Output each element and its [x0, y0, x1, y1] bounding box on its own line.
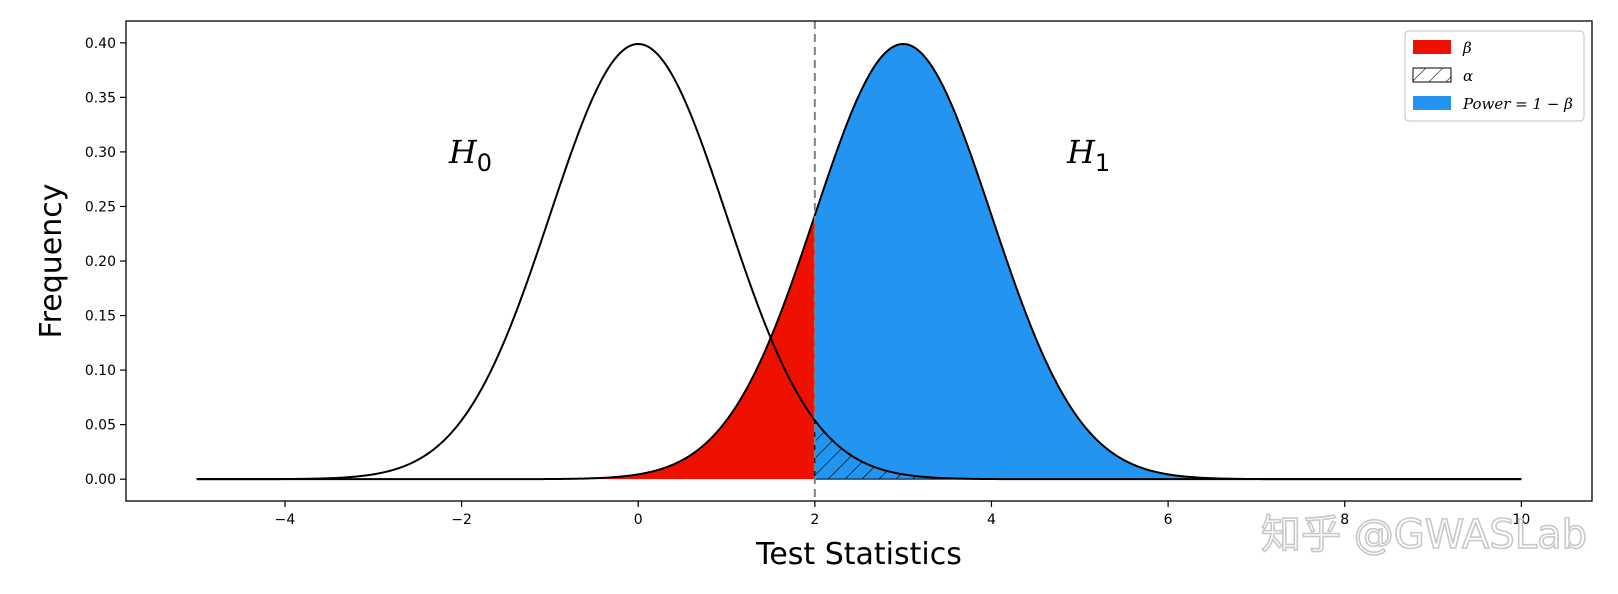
- x-tick-label: 4: [987, 512, 996, 528]
- watermark: 知乎 @GWASLab: [1261, 512, 1587, 558]
- y-tick-label: 0.10: [85, 363, 116, 379]
- y-tick-label: 0.05: [85, 418, 116, 434]
- x-tick-label: 8: [1340, 512, 1349, 528]
- hypothesis-labels: H0 H1: [448, 133, 1110, 177]
- legend: β α Power = 1 − β: [1404, 30, 1585, 122]
- y-axis: 0.00 0.05 0.10 0.15 0.20 0.25 0.30 0.35 0.40: [85, 36, 126, 488]
- x-tick-label: −2: [451, 512, 472, 528]
- hypothesis-label-h0: H0: [448, 133, 492, 177]
- y-tick-label: 0.35: [85, 90, 116, 106]
- y-tick-label: 0.30: [85, 145, 116, 161]
- x-axis: −4 −2 0 2 4 6 8 10: [275, 501, 1530, 528]
- x-tick-label: −4: [275, 512, 296, 528]
- y-tick-label: 0.15: [85, 309, 116, 325]
- y-tick-label: 0.00: [85, 472, 116, 488]
- hypothesis-label-h1: H1: [1066, 133, 1110, 177]
- beta-area: [196, 215, 815, 480]
- legend-swatch-alpha: [1412, 67, 1452, 83]
- x-tick-label: 10: [1512, 512, 1530, 528]
- legend-label-alpha: α: [1463, 67, 1473, 85]
- y-tick-label: 0.25: [85, 199, 116, 215]
- legend-label-power: Power = 1 − β: [1462, 95, 1573, 113]
- legend-swatch-beta: [1413, 40, 1451, 54]
- y-tick-label: 0.40: [85, 36, 116, 52]
- x-axis-label: Test Statistics: [755, 537, 962, 572]
- power-area: [814, 43, 1522, 480]
- x-tick-label: 0: [634, 512, 643, 528]
- y-tick-label: 0.20: [85, 254, 116, 270]
- legend-label-beta: β: [1462, 39, 1472, 57]
- legend-swatch-power: [1413, 96, 1451, 110]
- h0-curve: [196, 42, 1522, 481]
- y-axis-label: Frequency: [34, 184, 69, 339]
- x-tick-label: 6: [1164, 512, 1173, 528]
- x-tick-label: 2: [810, 512, 819, 528]
